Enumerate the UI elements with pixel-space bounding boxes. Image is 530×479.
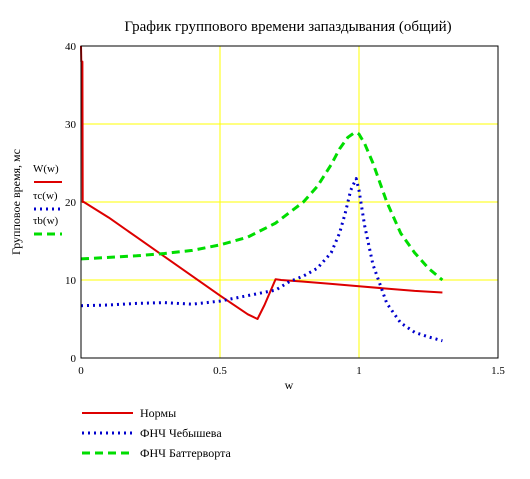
series-line-0 bbox=[80, 45, 443, 320]
x-tick-label: 0.5 bbox=[213, 365, 227, 377]
series-line-1 bbox=[80, 177, 443, 343]
series-layer bbox=[80, 45, 444, 343]
legend-label-0: Нормы bbox=[140, 406, 176, 420]
grid-lines bbox=[80, 45, 499, 359]
series-line-2 bbox=[80, 131, 444, 282]
x-axis-label: w bbox=[285, 378, 294, 392]
legend-label-2: ФНЧ Баттерворта bbox=[140, 446, 231, 460]
y-tick-label: 10 bbox=[65, 275, 77, 287]
y-tick-label: 20 bbox=[65, 197, 77, 209]
y-tick-label: 30 bbox=[65, 119, 77, 131]
trace-labels: W(w) τc(w) τb(w) bbox=[33, 163, 62, 236]
trace-label-0: W(w) bbox=[33, 163, 59, 175]
y-tick-label: 40 bbox=[65, 41, 77, 53]
y-tick-label: 0 bbox=[71, 353, 77, 365]
x-tick-label: 1 bbox=[356, 365, 362, 377]
trace-label-2: τb(w) bbox=[33, 215, 59, 227]
y-axis-label: Групповое время, мс bbox=[9, 149, 23, 255]
legend-label-1: ФНЧ Чебышева bbox=[140, 426, 222, 440]
x-tick-label: 0 bbox=[78, 365, 84, 377]
trace-label-1: τc(w) bbox=[33, 190, 58, 202]
plot-frame bbox=[80, 45, 499, 359]
x-tick-label: 1.5 bbox=[491, 365, 505, 377]
chart-title: График группового времени запаздывания (… bbox=[124, 19, 451, 35]
legend: Нормы ФНЧ Чебышева ФНЧ Баттерворта bbox=[82, 406, 231, 460]
tick-labels: 0 0.5 1 1.5 0 10 20 30 40 bbox=[65, 41, 505, 377]
